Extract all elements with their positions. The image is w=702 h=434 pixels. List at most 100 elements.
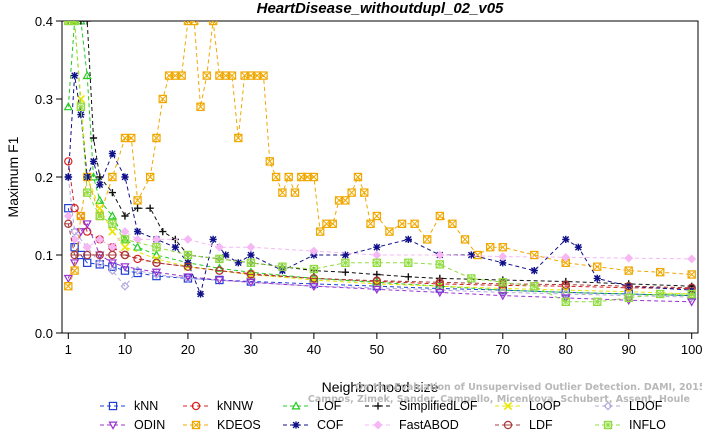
legend-label: ODIN [134,418,165,432]
legend-label: SimplifiedLOF [399,399,478,413]
data-point [70,234,80,244]
data-point [530,250,539,260]
data-point [95,211,104,221]
y-tick-label: 0.0 [35,326,53,341]
legend-item-knn: kNN [100,399,158,413]
data-point [127,133,136,143]
data-point [133,204,142,212]
data-point [562,235,570,243]
x-axis-label: Neighborhood size [322,379,439,395]
data-point [687,289,696,299]
data-point [309,246,319,256]
data-point [435,278,445,287]
data-point [96,181,104,189]
data-point [82,220,92,229]
data-point [107,259,117,268]
x-tick-label: 80 [559,342,573,357]
data-point [259,71,268,80]
legend-label: kNN [134,399,158,413]
legend-label: KDEOS [217,418,261,432]
data-point [88,172,99,181]
series-kdeos [64,21,696,291]
x-tick-label: 90 [621,342,635,357]
data-point [177,71,186,80]
data-point [151,268,162,277]
data-point [159,228,167,236]
data-point [107,266,117,276]
data-point [485,243,495,252]
data-point [132,242,143,251]
data-point [435,285,445,295]
legend-item-simplifiedlof: SimplifiedLOF [365,399,478,413]
y-tick-label: 0.3 [35,92,53,107]
x-tick-label: 60 [433,342,447,357]
data-point [152,271,161,281]
data-point [687,298,697,307]
data-point [108,172,117,182]
data-point [82,258,92,268]
legend-item-inflo: INFLO [595,418,666,432]
data-point [202,71,212,80]
data-point [366,219,375,228]
data-point [63,274,73,284]
legend-item-cof: COF [283,418,344,432]
data-point [196,102,205,111]
data-point [83,21,91,25]
data-point [624,253,634,263]
data-point [152,270,161,279]
data-point [152,258,161,267]
data-point [271,172,281,182]
series-inflo [64,21,696,307]
data-point [315,227,325,236]
data-point [76,102,86,111]
data-point [435,211,445,221]
data-point [448,219,457,228]
data-point [530,267,538,275]
series-line-simplifiedlof [68,21,692,287]
series-layer [63,21,697,307]
data-point [82,250,92,260]
data-point [121,212,129,220]
data-point [222,251,230,259]
data-point [108,189,116,197]
series-line-loop [68,21,692,295]
data-point [284,172,293,182]
legend-item-knnw: kNNW [183,399,253,413]
data-point [561,297,570,307]
data-point [209,235,217,243]
data-point [498,278,507,287]
data-point [95,250,104,260]
legend-label: LoOP [529,399,561,413]
data-point [63,101,73,111]
data-point [498,252,508,262]
data-point [133,234,143,244]
series-simplifiedlof [64,21,696,290]
data-point [64,157,73,166]
y-axis-label: Maximum F1 [5,136,21,217]
data-point [76,211,86,221]
data-point [215,254,224,264]
data-point [214,242,224,252]
legend-item-ldf: LDF [495,418,553,432]
data-point [234,133,243,143]
data-point [208,21,218,26]
data-point [404,273,412,281]
data-point [372,276,382,285]
x-tick-label: 20 [181,342,195,357]
data-point [593,297,602,307]
y-tick-label: 0.4 [35,14,53,29]
data-point [473,250,482,260]
data-point [246,270,256,279]
data-point [64,219,73,228]
data-point [227,71,237,80]
legend-item-fastabod: FastABOD [365,418,459,432]
data-point [70,250,79,260]
data-point [82,70,92,80]
data-point [89,157,98,165]
data-point [183,250,193,260]
data-point [214,276,225,285]
data-point [108,150,116,158]
data-point [70,21,79,26]
data-point [360,188,369,197]
